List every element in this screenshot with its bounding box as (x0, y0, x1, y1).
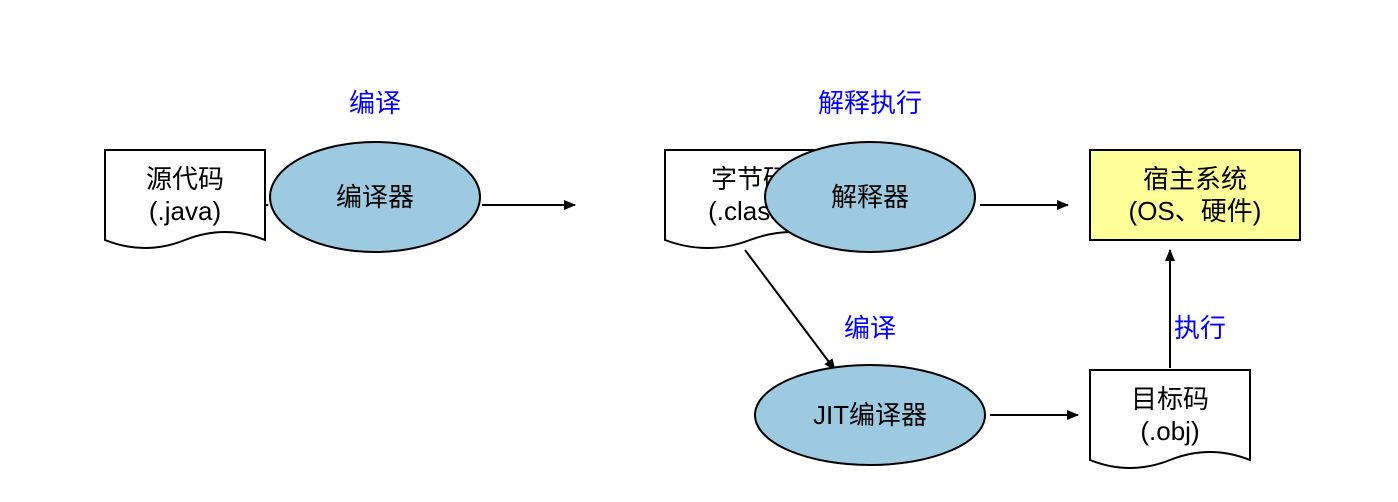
flowchart-canvas: 源代码(.java)编译器字节码(.class)解释器宿主系统(OS、硬件)JI… (0, 0, 1398, 502)
node-host: 宿主系统(OS、硬件) (1090, 150, 1300, 240)
node-label: 解释器 (831, 182, 909, 212)
node-label: JIT编译器 (813, 400, 927, 430)
node-label: 宿主系统 (1143, 164, 1247, 194)
node-src: 源代码(.java) (105, 150, 265, 248)
edge-label-2: 编译 (844, 313, 896, 343)
edge-label-0: 编译 (349, 88, 401, 118)
node-interp: 解释器 (765, 142, 975, 252)
node-sublabel: (OS、硬件) (1129, 196, 1262, 226)
node-sublabel: (.java) (149, 196, 221, 226)
edge-label-1: 解释执行 (818, 88, 922, 118)
node-label: 源代码 (146, 164, 224, 194)
nodes-group: 源代码(.java)编译器字节码(.class)解释器宿主系统(OS、硬件)JI… (105, 142, 1300, 468)
edge-byte-jit (745, 250, 835, 370)
node-sublabel: (.obj) (1140, 416, 1199, 446)
node-obj: 目标码(.obj) (1090, 370, 1250, 468)
edge-label-3: 执行 (1174, 313, 1226, 343)
node-label: 编译器 (336, 182, 414, 212)
node-jit: JIT编译器 (755, 365, 985, 465)
node-label: 目标码 (1131, 384, 1209, 414)
node-compiler: 编译器 (270, 142, 480, 252)
